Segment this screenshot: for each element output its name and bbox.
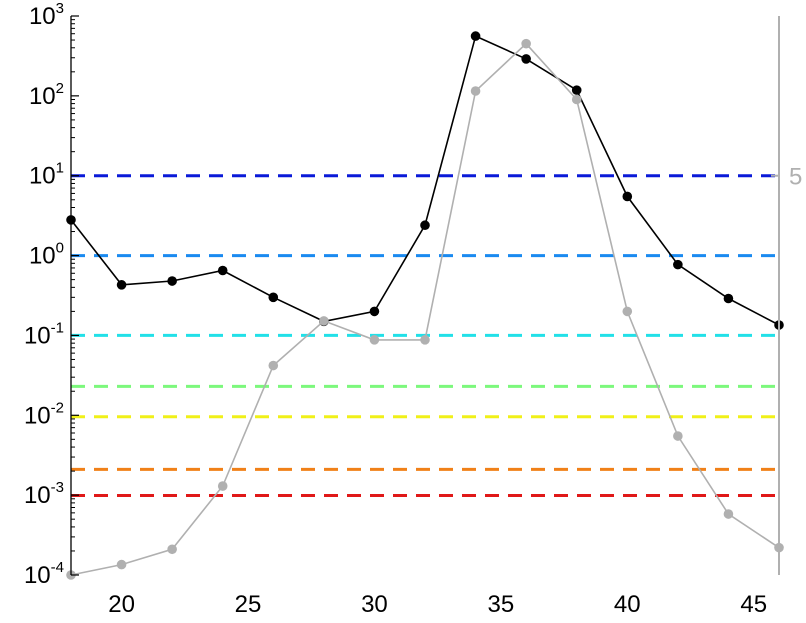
- axes: 10-4 10-3 10-2 10-1 100 101 102 103 20 25 30 35 40 45…: [24, 0, 802, 618]
- y-tick-label: 103: [29, 0, 64, 30]
- series-2-point: [268, 360, 279, 371]
- series-1-point: [116, 280, 127, 290]
- series-2-point: [723, 509, 734, 519]
- series-1-point: [470, 31, 481, 41]
- right-tick-label: 5: [789, 164, 802, 191]
- y-tick-label: 102: [29, 80, 64, 110]
- series-2-point: [369, 335, 380, 345]
- series-layer: [66, 31, 784, 580]
- series-1-line: [70, 34, 780, 326]
- series-1-point: [217, 265, 228, 276]
- series-2-point: [470, 86, 481, 96]
- x-tick-label: 45: [740, 591, 767, 618]
- x-tick-label: 40: [614, 591, 641, 618]
- series-2-point: [319, 316, 329, 326]
- series-1-point: [420, 220, 430, 231]
- series-1-point: [369, 306, 380, 317]
- y-tick-label: 10-1: [24, 319, 64, 349]
- series-2-point: [116, 559, 127, 570]
- x-tick-label: 30: [361, 591, 388, 618]
- series-1-point: [723, 293, 734, 304]
- y-tick-label: 10-3: [24, 479, 64, 509]
- series-2-point: [622, 306, 633, 317]
- y-tick-label: 101: [29, 160, 64, 190]
- y-tick-label: 10-4: [24, 559, 64, 589]
- series-1-point: [167, 276, 177, 286]
- series-2-point: [673, 431, 683, 441]
- series-2-point: [217, 481, 228, 491]
- x-tick-label: 20: [108, 591, 135, 618]
- series-2-point: [521, 38, 531, 49]
- series-1-point: [622, 191, 633, 202]
- series-1-point: [521, 54, 531, 64]
- series-1: [66, 31, 784, 330]
- series-1-point: [268, 292, 279, 303]
- series-2-point: [571, 94, 582, 105]
- x-tick-label: 25: [235, 591, 262, 618]
- series-2-point: [167, 544, 177, 555]
- series-2: [66, 38, 784, 580]
- series-2-point: [420, 335, 430, 345]
- y-tick-label: 10-2: [24, 399, 64, 429]
- x-tick-label: 35: [488, 591, 515, 618]
- series-1-point: [571, 85, 582, 95]
- y-tick-label: 100: [29, 240, 64, 270]
- series-1-point: [673, 259, 683, 270]
